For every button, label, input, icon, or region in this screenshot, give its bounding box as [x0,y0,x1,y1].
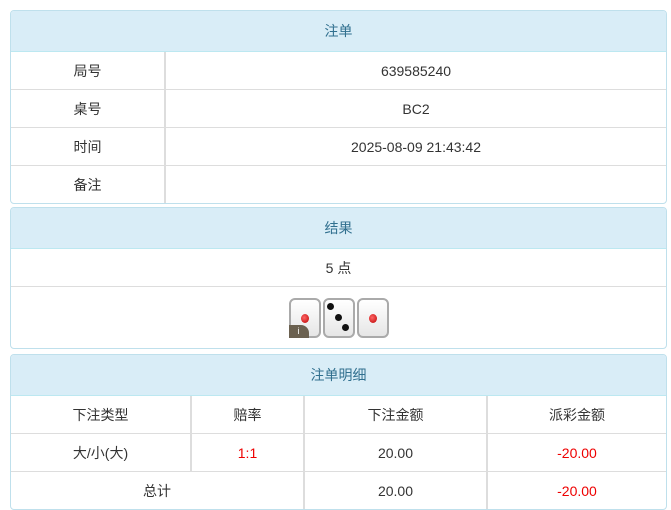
payout-amount: -20.00 [486,433,666,472]
table-label: 桌号 [11,89,165,128]
detail-table: 下注类型 赔率 下注金额 派彩金额 大/小(大) 1:1 20.00 -20.0… [11,396,666,509]
bet-amount: 20.00 [303,433,487,472]
total-row: 总计 20.00 -20.00 [11,471,666,509]
pip [334,313,342,321]
remark-value [164,165,666,203]
odds: 1:1 [190,433,304,472]
pip [326,303,334,311]
remark-label: 备注 [11,165,165,203]
table-row: 备注 [11,165,666,203]
dice-cell: i [11,286,666,348]
time-label: 时间 [11,127,165,166]
info-icon[interactable]: i [288,324,309,338]
detail-panel: 注单明细 下注类型 赔率 下注金额 派彩金额 大/小(大) 1:1 20.00 … [10,354,667,510]
total-bet: 20.00 [303,471,487,509]
result-panel: 结果 5 点 i [10,207,667,349]
total-payout: -20.00 [486,471,666,509]
pip [300,313,309,323]
col-header-odds: 赔率 [190,396,304,434]
col-header-type: 下注类型 [72,406,129,423]
die-3-icon [322,297,355,338]
round-value: 639585240 [164,52,666,90]
header-row: 下注类型 赔率 下注金额 派彩金额 [11,396,666,434]
detail-panel-title: 注单明细 [11,355,666,396]
pip [342,323,350,331]
bet-type: 大/小(大) [11,433,191,472]
order-panel: 注单 局号 639585240 桌号 BC2 时间 2025-08-09 21:43:… [10,10,667,204]
total-label: 总计 [11,471,304,509]
table-row: 大/小(大) 1:1 20.00 -20.00 [11,433,666,472]
time-value: 2025-08-09 21:43:42 [164,127,666,166]
die-1-icon [356,297,389,338]
result-points: 5 点 [325,259,352,276]
col-header-bet: 下注金额 [303,396,487,434]
result-table: 5 点 i [11,249,666,348]
table-value: BC2 [164,89,666,128]
order-table: 局号 639585240 桌号 BC2 时间 2025-08-09 21:43:42 … [11,52,666,203]
round-label: 局号 [73,62,102,79]
die-1-icon: i [288,297,321,338]
table-row: i [11,286,666,348]
table-row: 5 点 [11,249,666,287]
result-panel-title: 结果 [11,208,666,249]
pip [368,313,377,323]
table-row: 桌号 BC2 [11,89,666,128]
table-row: 局号 639585240 [11,52,666,90]
col-header-payout: 派彩金额 [486,396,666,434]
table-row: 时间 2025-08-09 21:43:42 [11,127,666,166]
order-panel-title: 注单 [11,11,666,52]
dice-group: i [288,297,390,338]
